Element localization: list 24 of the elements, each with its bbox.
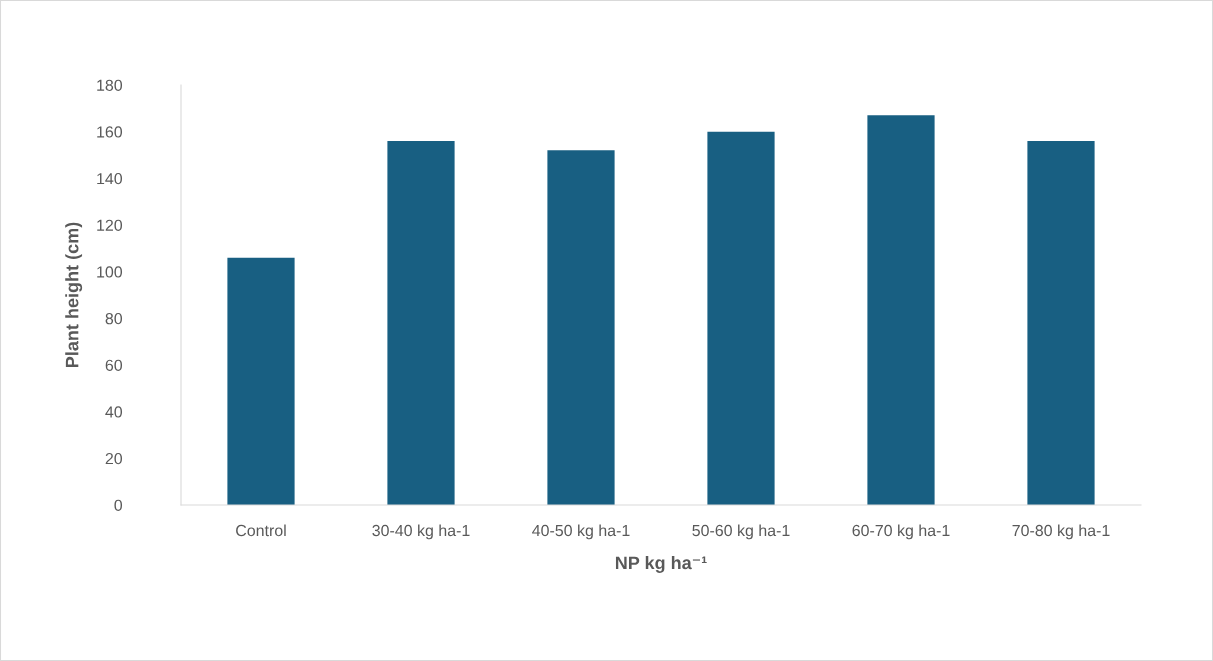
bar (387, 141, 455, 505)
x-tick-label: 50-60 kg ha-1 (692, 524, 790, 540)
y-axis-title: Plant height (cm) (65, 222, 83, 368)
y-tick-label: 100 (97, 266, 123, 278)
bar (707, 131, 775, 505)
bar (547, 150, 615, 505)
y-tick-label: 60 (105, 359, 123, 371)
y-tick-label: 140 (97, 172, 123, 185)
y-tick-label: 120 (97, 219, 123, 231)
x-tick-label: 40-50 kg ha-1 (532, 524, 630, 540)
x-tick-label: Control (236, 524, 286, 537)
bar (1027, 141, 1095, 505)
y-tick-label: 20 (105, 452, 123, 465)
y-tick-label: 180 (97, 79, 123, 91)
x-tick-label: 30-40 kg ha-1 (372, 524, 470, 540)
x-axis-title: NP kg ha⁻¹ (615, 556, 707, 573)
bar (227, 257, 295, 505)
x-tick-label: 70-80 kg ha-1 (1012, 524, 1110, 540)
y-tick-label: 0 (114, 499, 123, 511)
y-tick-label: 40 (105, 406, 123, 418)
y-tick-label: 80 (105, 312, 123, 325)
bar (867, 115, 935, 505)
x-tick-label: 60-70 kg ha-1 (852, 524, 950, 540)
y-tick-label: 160 (97, 126, 123, 138)
